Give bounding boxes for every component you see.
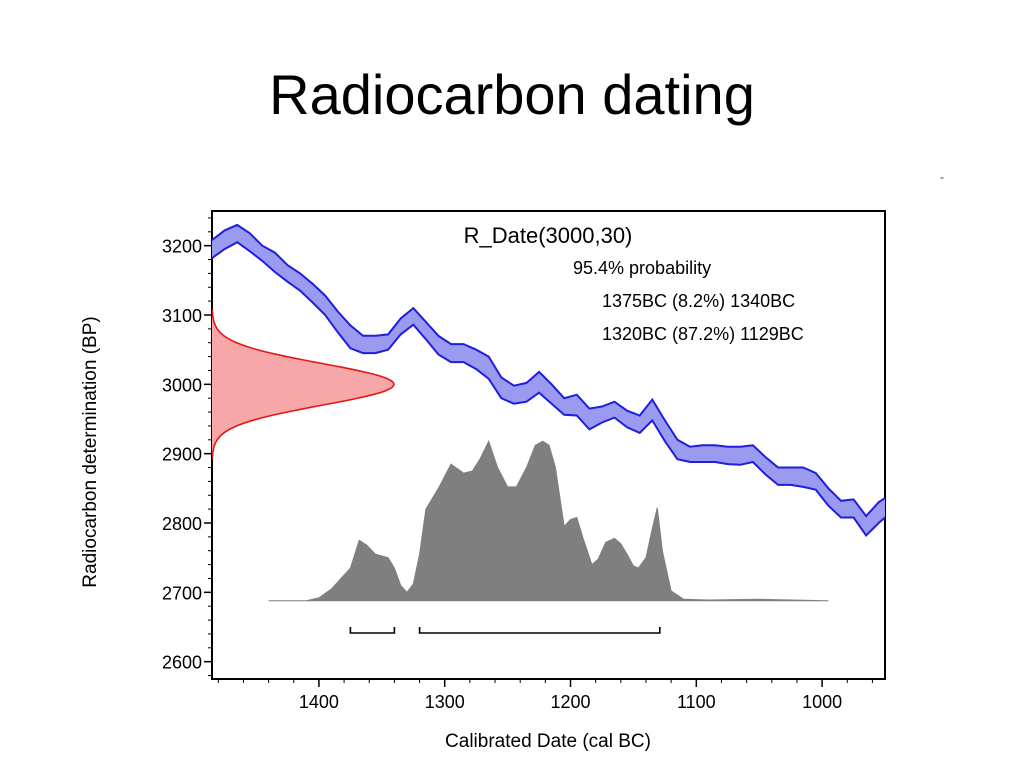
axes: 1400 1300 1200 1100 1000 2600 2700 2800 2900 3000… bbox=[162, 217, 873, 712]
x-tick-label-1400: 1400 bbox=[299, 692, 339, 712]
x-axis-label: Calibrated Date (cal BC) bbox=[445, 731, 651, 752]
slide-title: Radiocarbon dating bbox=[269, 63, 755, 126]
measurement-distribution bbox=[212, 309, 394, 460]
corner-dash-mark: - bbox=[940, 170, 944, 184]
y-axis-label: Radiocarbon determination (BP) bbox=[80, 316, 101, 587]
chart-title: R_Date(3000,30) bbox=[464, 223, 633, 248]
calibration-curve-band bbox=[212, 224, 885, 536]
y-tick-label-2900: 2900 bbox=[162, 445, 202, 465]
y-tick-label-3100: 3100 bbox=[162, 306, 202, 326]
y-tick-label-3000: 3000 bbox=[162, 375, 202, 395]
calibration-curve-lower bbox=[212, 241, 885, 538]
y-tick-label-2600: 2600 bbox=[162, 653, 202, 673]
y-tick-label-3200: 3200 bbox=[162, 237, 202, 257]
range-bar-1 bbox=[349, 627, 396, 634]
x-tick-label-1100: 1100 bbox=[677, 692, 716, 712]
annotation-block: R_Date(3000,30) 95.4% probability 1375BC… bbox=[464, 223, 804, 344]
y-tick-label-2700: 2700 bbox=[162, 583, 202, 603]
range-bar-2 bbox=[418, 627, 661, 634]
calibration-curve-upper bbox=[212, 223, 885, 518]
posterior-distribution bbox=[268, 439, 829, 602]
x-tick-label-1000: 1000 bbox=[802, 692, 842, 712]
x-tick-label-1300: 1300 bbox=[425, 692, 465, 712]
measurement-distribution-outline bbox=[212, 309, 395, 460]
probability-range-2: 1320BC (87.2%) 1129BC bbox=[602, 324, 804, 344]
plot-area bbox=[212, 223, 885, 602]
y-tick-label-2800: 2800 bbox=[162, 514, 202, 534]
probability-range-1: 1375BC (8.2%) 1340BC bbox=[602, 291, 795, 311]
probability-heading: 95.4% probability bbox=[573, 258, 711, 278]
x-tick-label-1200: 1200 bbox=[550, 692, 590, 712]
